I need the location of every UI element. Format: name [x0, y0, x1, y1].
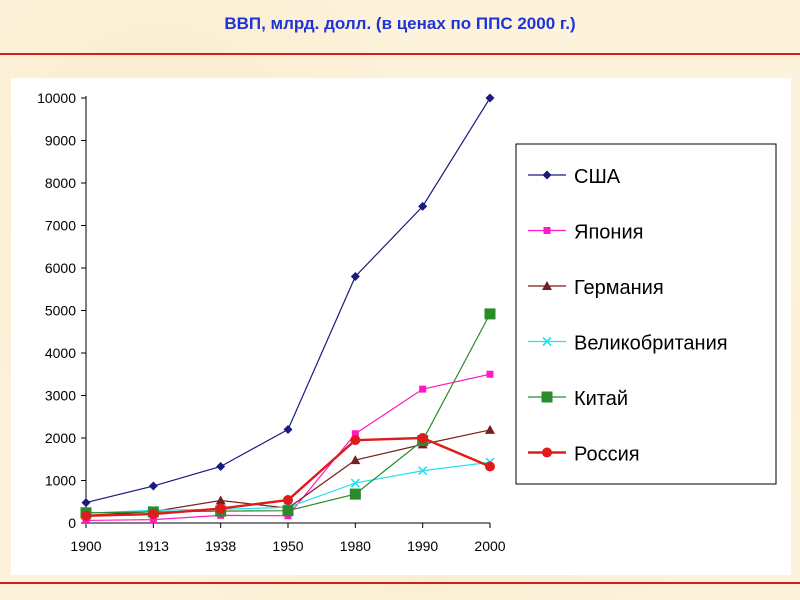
top-divider: [0, 53, 800, 55]
y-tick-label: 5000: [45, 303, 76, 319]
data-point: [351, 430, 359, 438]
data-point: [282, 505, 294, 517]
data-point: [283, 425, 293, 434]
data-point: [148, 509, 159, 520]
data-point: [216, 461, 226, 471]
gdp-line-chart: 0 1000 2000 3000 4000 5000 6000 7000 8000 9000 100…: [37, 90, 777, 554]
data-point: [417, 433, 428, 443]
legend-label: Германия: [574, 277, 664, 299]
series-5: [80, 308, 496, 519]
data-point: [349, 488, 361, 500]
legend-marker: [541, 391, 553, 403]
data-point: [350, 478, 360, 488]
data-point: [484, 308, 496, 320]
data-point: [350, 455, 361, 465]
data-point: [485, 424, 495, 434]
data-point: [283, 495, 293, 506]
y-tick-label: 3000: [45, 388, 76, 404]
legend-marker: [543, 227, 551, 234]
data-point: [350, 435, 361, 446]
y-tick-label: 0: [68, 515, 76, 531]
x-tick-label: 1990: [407, 538, 438, 554]
series-1: [81, 93, 495, 508]
legend-marker: [542, 281, 552, 290]
chart-axes: [81, 96, 491, 528]
data-point: [81, 510, 91, 521]
x-tick-label: 1913: [138, 538, 169, 554]
legend-item: США: [528, 166, 621, 188]
data-point: [418, 201, 428, 211]
series-6: [81, 433, 495, 521]
series-line: [85, 313, 491, 514]
legend-marker: [542, 336, 552, 347]
bottom-divider: [0, 582, 800, 584]
y-tick-label: 2000: [45, 430, 76, 446]
legend-label: Китай: [574, 388, 628, 410]
y-tick-label: 4000: [45, 345, 76, 361]
data-point: [485, 461, 495, 472]
data-point: [350, 272, 360, 281]
data-point: [148, 481, 158, 491]
chart-tick-labels: 0 1000 2000 3000 4000 5000 6000 7000 8000 9000 100…: [37, 90, 506, 554]
legend-label: Великобритания: [574, 333, 728, 355]
data-point: [215, 503, 226, 514]
data-point: [215, 495, 226, 505]
legend-marker: [542, 447, 552, 458]
legend-marker: [542, 170, 552, 180]
data-point: [81, 498, 91, 508]
legend-item: Германия: [528, 277, 664, 299]
x-tick-label: 1950: [272, 538, 303, 554]
legend-item: Китай: [528, 388, 628, 410]
data-point: [418, 466, 428, 476]
legend-box: [515, 143, 777, 485]
y-tick-label: 10000: [37, 90, 76, 106]
y-tick-label: 9000: [45, 133, 76, 149]
legend-label: США: [574, 166, 621, 188]
legend-item: Великобритания: [528, 333, 728, 355]
page-title: ВВП, млрд. долл. (в ценах по ППС 2000 г.…: [224, 14, 576, 33]
data-point: [419, 385, 427, 393]
chart-series: [80, 93, 496, 524]
legend-item: Япония: [528, 222, 643, 244]
x-tick-label: 1938: [205, 538, 236, 554]
chart-legend: США Япония Германия Великобритания Китай Росс…: [515, 143, 777, 485]
legend-item: Россия: [528, 444, 640, 466]
legend-label: Япония: [574, 222, 643, 244]
x-tick-label: 1900: [70, 538, 101, 554]
y-tick-label: 7000: [45, 218, 76, 234]
data-point: [149, 516, 157, 524]
data-point: [486, 370, 494, 378]
chart-panel: 0 1000 2000 3000 4000 5000 6000 7000 8000 9000 100…: [11, 78, 791, 575]
y-tick-label: 1000: [45, 473, 76, 489]
data-point: [485, 93, 495, 103]
y-tick-label: 6000: [45, 260, 76, 276]
x-tick-label: 1980: [340, 538, 371, 554]
x-tick-label: 2000: [474, 538, 505, 554]
y-tick-label: 8000: [45, 175, 76, 191]
legend-label: Россия: [574, 444, 640, 466]
